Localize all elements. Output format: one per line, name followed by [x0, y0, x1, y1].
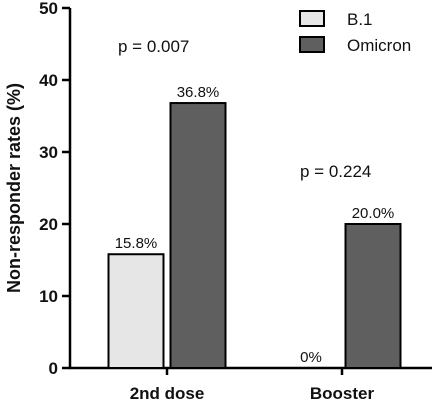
y-ticks: 0 10 20 30 40 50	[39, 0, 70, 378]
y-tick-label: 10	[39, 287, 58, 306]
data-label: 15.8%	[115, 235, 158, 252]
legend: B.1 Omicron	[299, 10, 411, 55]
bar-b1-0	[107, 253, 165, 370]
bar-omicron-0	[169, 102, 227, 369]
x-tick-label: Booster	[310, 384, 375, 402]
legend-label-omicron: Omicron	[347, 36, 411, 55]
annotation-p-booster: p = 0.224	[300, 162, 371, 181]
data-label: 20.0%	[352, 205, 395, 222]
y-axis-label: Non-responder rates (%)	[4, 83, 24, 293]
y-tick-label: 50	[39, 0, 58, 18]
y-tick-label: 0	[49, 359, 58, 378]
category-labels: 2nd dose Booster	[130, 368, 375, 402]
y-tick-label: 40	[39, 71, 58, 90]
x-tick-label: 2nd dose	[130, 384, 205, 402]
y-tick-label: 30	[39, 143, 58, 162]
bar-omicron-1	[344, 223, 402, 369]
data-labels: 15.8% 36.8% 0% 20.0%	[115, 84, 395, 366]
data-label: 0%	[300, 349, 322, 366]
bars	[107, 102, 402, 370]
legend-label-b1: B.1	[347, 10, 373, 29]
legend-swatch-omicron	[299, 36, 325, 53]
y-tick-label: 20	[39, 215, 58, 234]
annotation-p-2nd-dose: p = 0.007	[118, 37, 189, 56]
legend-swatch-b1	[299, 10, 325, 27]
data-label: 36.8%	[177, 84, 220, 101]
